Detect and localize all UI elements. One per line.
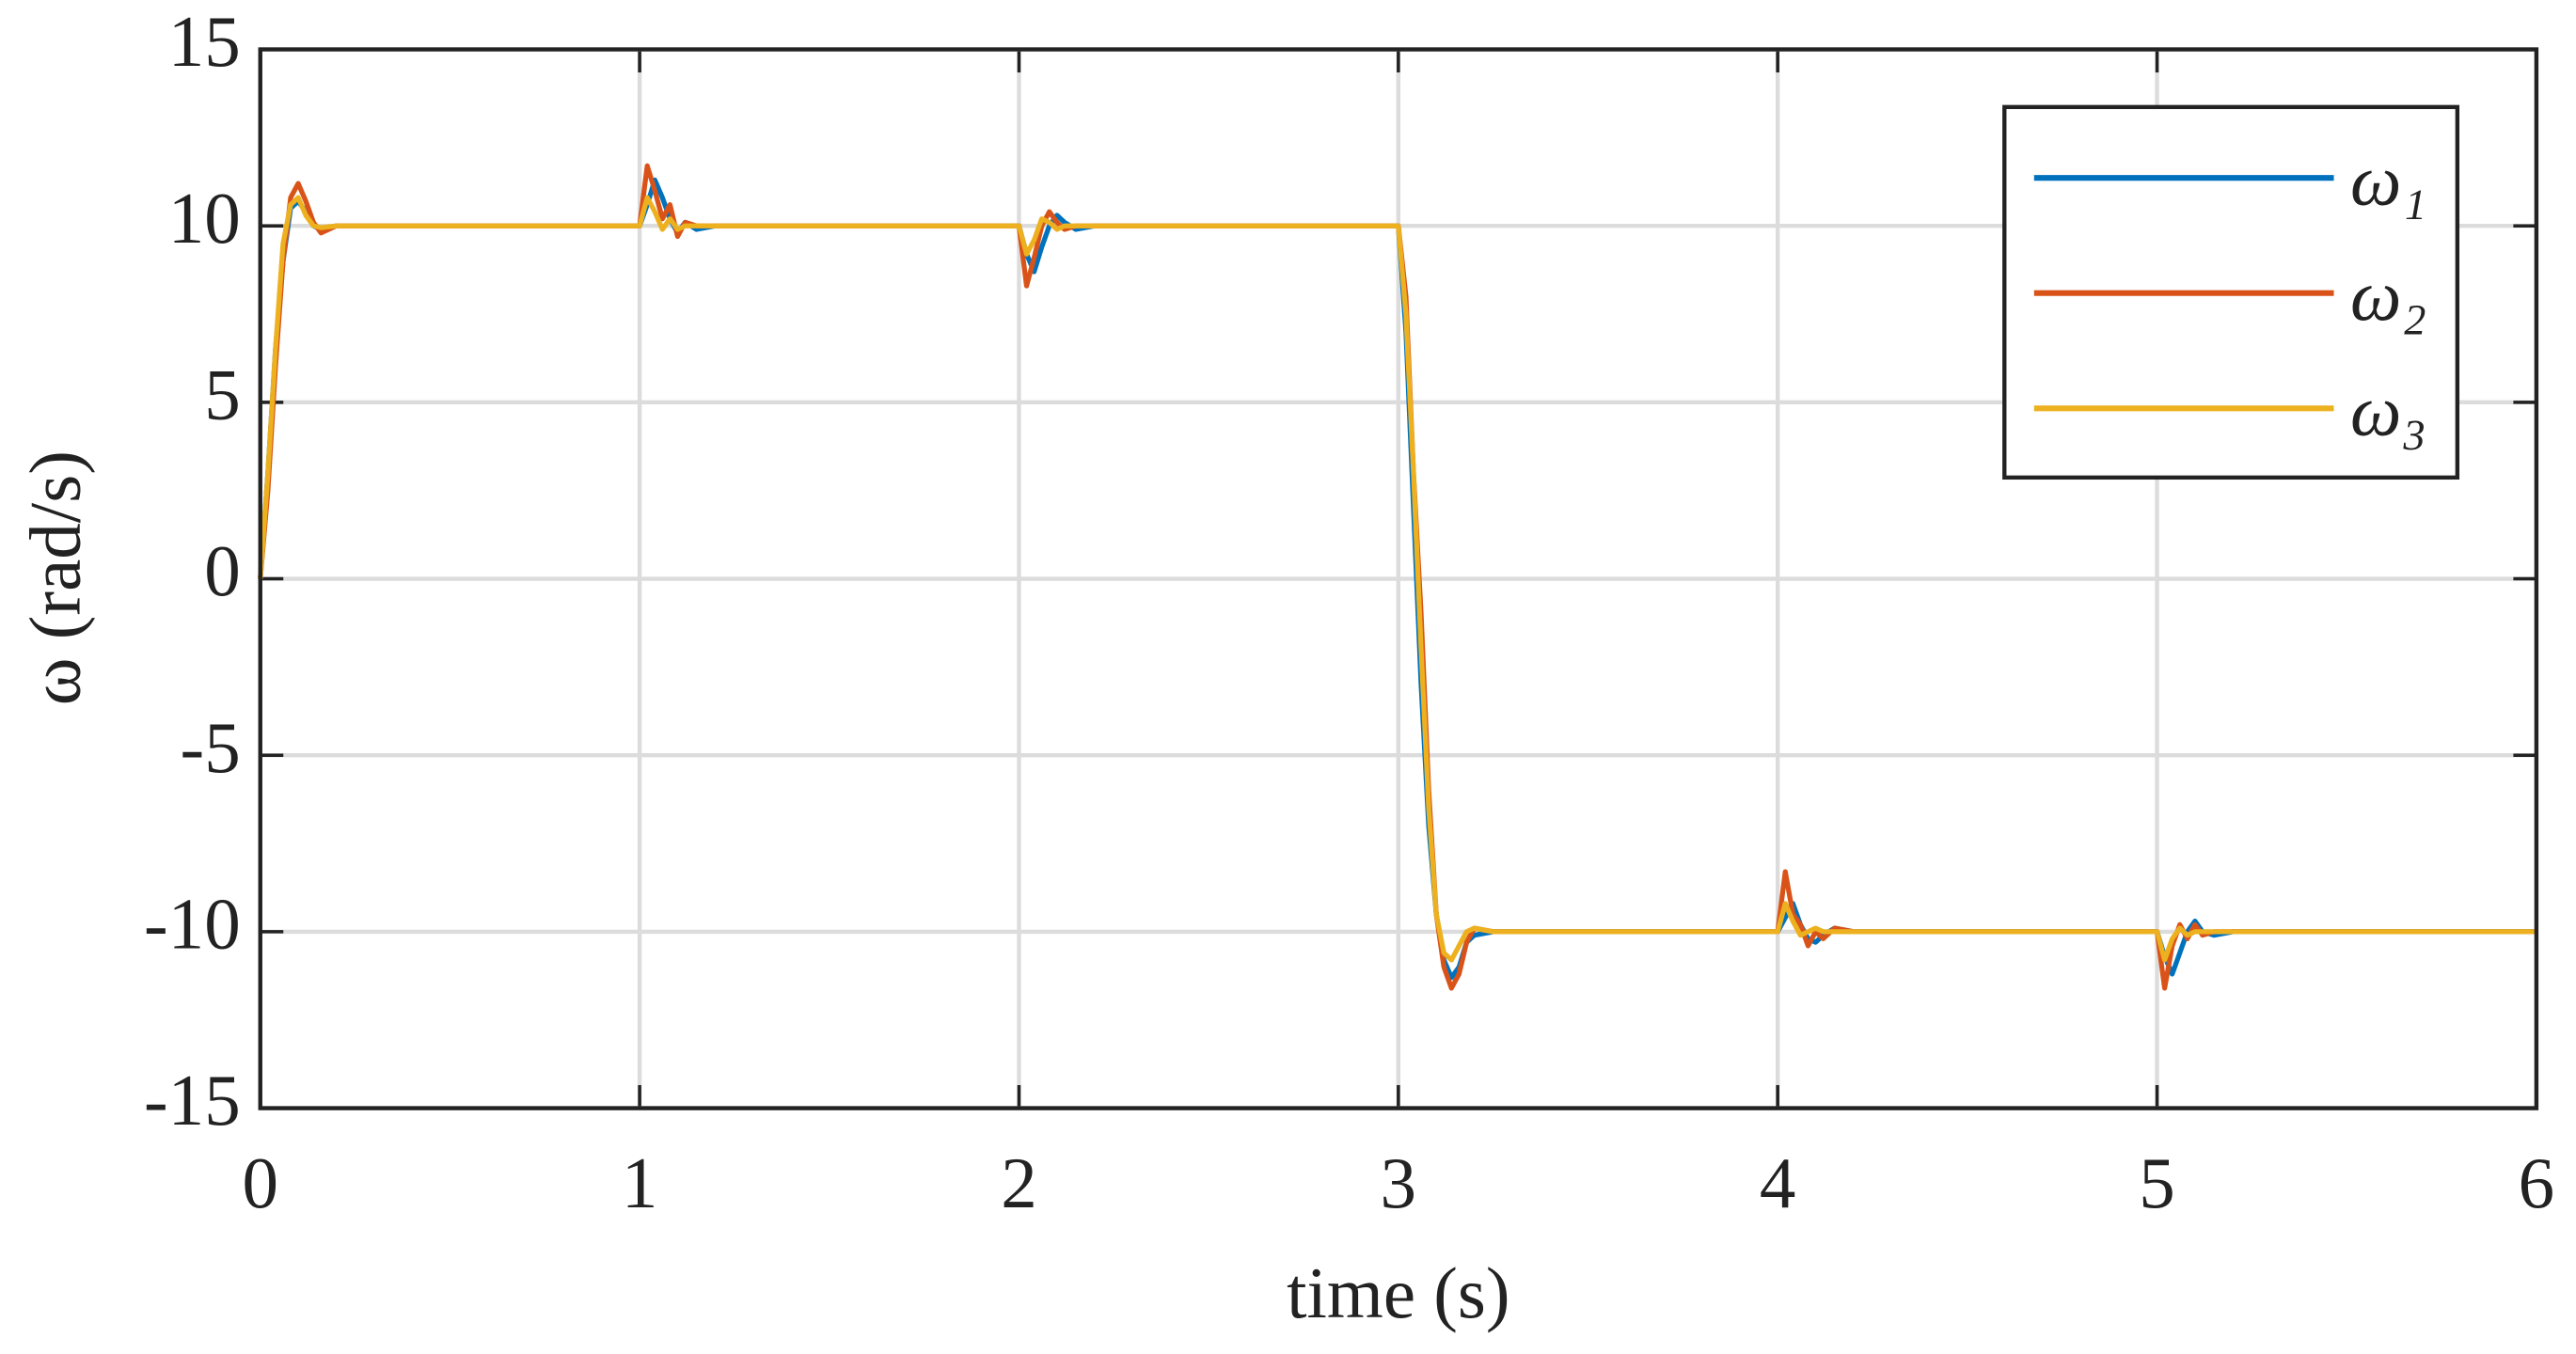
y-tick-label: -10 — [144, 884, 241, 965]
legend-label: ω₁ — [2350, 139, 2426, 220]
y-tick-label: 15 — [168, 1, 241, 82]
x-tick-label: 1 — [622, 1142, 658, 1223]
y-tick-label: 5 — [204, 354, 241, 435]
legend-label: ω₂ — [2350, 255, 2426, 336]
legend-label: ω₃ — [2350, 370, 2426, 450]
y-tick-label: 0 — [204, 530, 241, 611]
x-axis-label: time (s) — [1287, 1252, 1510, 1333]
y-tick-label: 10 — [168, 178, 241, 259]
x-tick-label: 5 — [2139, 1142, 2175, 1223]
x-tick-label: 0 — [242, 1142, 278, 1223]
y-axis-label: ω (rad/s) — [14, 450, 95, 705]
x-tick-label: 3 — [1381, 1142, 1417, 1223]
data-line — [258, 195, 2536, 963]
x-tick-label: 2 — [1001, 1142, 1037, 1223]
y-tick-label: -15 — [144, 1060, 241, 1141]
x-tick-label: 4 — [1760, 1142, 1796, 1223]
plot-frame — [258, 47, 2539, 1110]
x-tick-label: 6 — [2519, 1142, 2555, 1223]
y-tick-label: -5 — [181, 707, 241, 788]
legend: ω₁ ω₂ ω₃ — [2002, 104, 2460, 480]
